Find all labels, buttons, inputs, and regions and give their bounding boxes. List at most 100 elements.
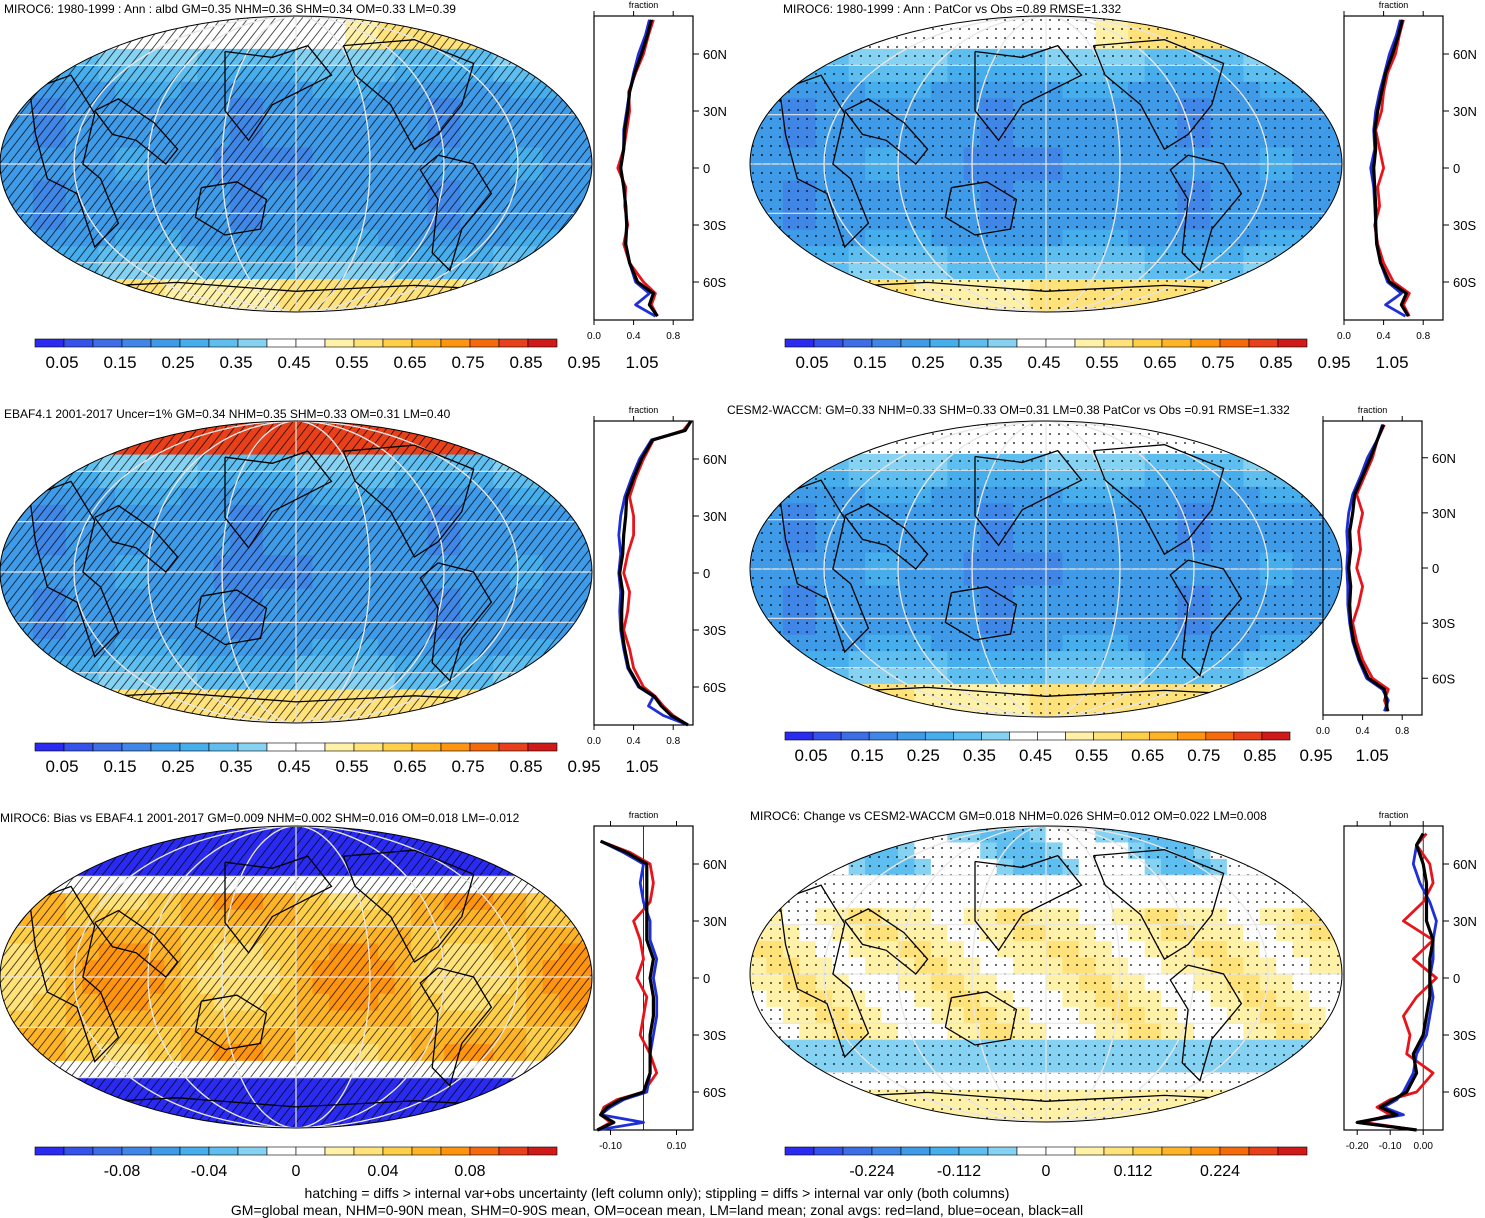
colorbar-tick-label: 0.15 (851, 746, 884, 765)
colorbar-tick-label: 1.05 (1375, 353, 1408, 372)
colorbar-swatch (237, 338, 268, 348)
zonal-xtick-label: 0.8 (1416, 331, 1430, 342)
colorbar-tick-label: 0.45 (277, 757, 310, 776)
map-border (0, 15, 593, 313)
graticule (750, 421, 1342, 717)
colorbar-swatch (1016, 1146, 1047, 1156)
colorbar-swatch (1103, 1146, 1134, 1156)
colorbar-swatch (382, 1146, 413, 1156)
colorbar-tick-label: 0.55 (1085, 353, 1118, 372)
zonal-ytick-label: 30S (703, 218, 726, 233)
zonal-line-all (618, 420, 693, 727)
colorbar-tick-label: 0 (1042, 1163, 1051, 1180)
colorbar-tick-label: 0.224 (1200, 1163, 1240, 1180)
colorbar-tick-label: 0.95 (567, 757, 600, 776)
colorbar-swatch (812, 731, 842, 741)
zonal-ytick-label: 60N (1432, 451, 1456, 466)
coastlines (778, 435, 1314, 697)
colorbar-tick-label: 0.35 (219, 353, 252, 372)
colorbar-swatch (121, 742, 152, 752)
zonal-xtick-label: 0.4 (1377, 331, 1391, 342)
zonal-xtick-label: 0.4 (1356, 726, 1370, 737)
colorbar-swatch (63, 338, 94, 348)
colorbar-swatch (958, 1146, 989, 1156)
colorbar-tick-label: 0.85 (1243, 746, 1276, 765)
colorbar-swatch (469, 742, 500, 752)
colorbar-tick-label: 0.75 (1201, 353, 1234, 372)
map-panel-6 (749, 825, 1343, 1123)
zonal-ytick-label: 60S (1432, 671, 1455, 686)
colorbar-swatch (92, 742, 123, 752)
colorbar-swatch (498, 742, 529, 752)
colorbar-swatch (208, 1146, 239, 1156)
colorbar-swatch (987, 338, 1018, 348)
colorbar-swatch (1132, 1146, 1163, 1156)
colorbar-tick-label: 0.65 (393, 757, 426, 776)
zonal-ytick-label: 60N (1453, 47, 1477, 62)
zonal-frame (1343, 825, 1444, 1131)
zonal-plot-3: fraction 0.0 0.4 0.8 60N 30N 0 30S 60S (587, 405, 727, 747)
coastlines (28, 30, 564, 292)
colorbar-swatch (1045, 338, 1076, 348)
colorbar-tick-label: 0.35 (219, 757, 252, 776)
colorbar-tick-label: 0 (292, 1163, 301, 1180)
map-panel-3 (0, 420, 593, 724)
map-border (749, 825, 1343, 1123)
colorbar-tick-label: 0.35 (969, 353, 1002, 372)
map-field (750, 421, 1342, 717)
colorbar-swatch (266, 1146, 297, 1156)
colorbar-tick-label: 0.112 (1114, 1163, 1153, 1180)
map-panel-1 (0, 15, 593, 313)
colorbar-1: 0.05 0.15 0.25 0.35 0.45 0.55 0.65 0.75 0.85 0.95… (34, 338, 659, 372)
colorbar-tick-label: 0.85 (509, 757, 542, 776)
colorbar-tick-label: -0.04 (191, 1163, 228, 1180)
zonal-ytick-label: 0 (1432, 561, 1439, 576)
colorbar-swatch (929, 1146, 960, 1156)
zonal-xlabel: fraction (1358, 405, 1388, 415)
colorbar-5: -0.08 -0.04 0 0.04 0.08 (34, 1146, 558, 1180)
zonal-line-all (1347, 424, 1389, 712)
colorbar-swatch (34, 742, 65, 752)
zonal-ytick-label: 0 (703, 971, 710, 986)
colorbar-tick-label: 0.45 (1019, 746, 1052, 765)
zonal-line-all (619, 19, 659, 318)
footer-note-hatching: hatching = diffs > internal var+obs unce… (304, 1185, 1010, 1201)
colorbar-swatch (958, 338, 989, 348)
colorbar-swatch (784, 1146, 815, 1156)
colorbar-swatch (295, 1146, 326, 1156)
colorbar-tick-label: 0.45 (1027, 353, 1060, 372)
zonal-xtick-label: -0.20 (1346, 1141, 1369, 1152)
colorbar-tick-label: 0.05 (795, 353, 828, 372)
zonal-ytick-label: 60S (703, 275, 726, 290)
colorbar-tick-label: 0.95 (1300, 746, 1333, 765)
colorbar-swatch (842, 1146, 873, 1156)
colorbar-tick-label: 0.55 (335, 353, 368, 372)
colorbar-3: 0.05 0.15 0.25 0.35 0.45 0.55 0.65 0.75 0.85 0.95… (34, 742, 659, 776)
colorbar-tick-label: 0.35 (963, 746, 996, 765)
colorbar-swatch (1074, 338, 1105, 348)
zonal-line-all (596, 839, 655, 1132)
graticule (0, 16, 592, 312)
zonal-line-all (1372, 19, 1410, 318)
footer-note-means: GM=global mean, NHM=0-90N mean, SHM=0-90… (230, 1202, 1084, 1218)
colorbar-swatch (179, 338, 210, 348)
colorbar-tick-label: 0.05 (45, 353, 78, 372)
colorbar-swatch (411, 338, 442, 348)
colorbar-tick-label: 1.05 (625, 757, 658, 776)
zonal-ytick-label: 60S (703, 680, 726, 695)
zonal-ytick-label: 30S (1453, 1028, 1476, 1043)
colorbar-swatch (208, 338, 239, 348)
zonal-ytick-label: 30N (703, 104, 727, 119)
colorbar-swatch (324, 742, 355, 752)
colorbar-tick-label: 0.75 (451, 757, 484, 776)
colorbar-tick-label: 0.15 (103, 353, 136, 372)
colorbar-swatch (953, 731, 982, 741)
colorbar-tick-label: -0.112 (937, 1163, 981, 1180)
colorbar-swatch (1074, 1146, 1105, 1156)
colorbar-tick-label: -0.08 (104, 1163, 141, 1180)
zonal-xlabel: fraction (629, 405, 659, 415)
zonal-ytick-label: 60S (1453, 1085, 1476, 1100)
colorbar-swatch (1190, 1146, 1221, 1156)
colorbar-swatch (382, 338, 413, 348)
colorbar-swatch (63, 1146, 94, 1156)
